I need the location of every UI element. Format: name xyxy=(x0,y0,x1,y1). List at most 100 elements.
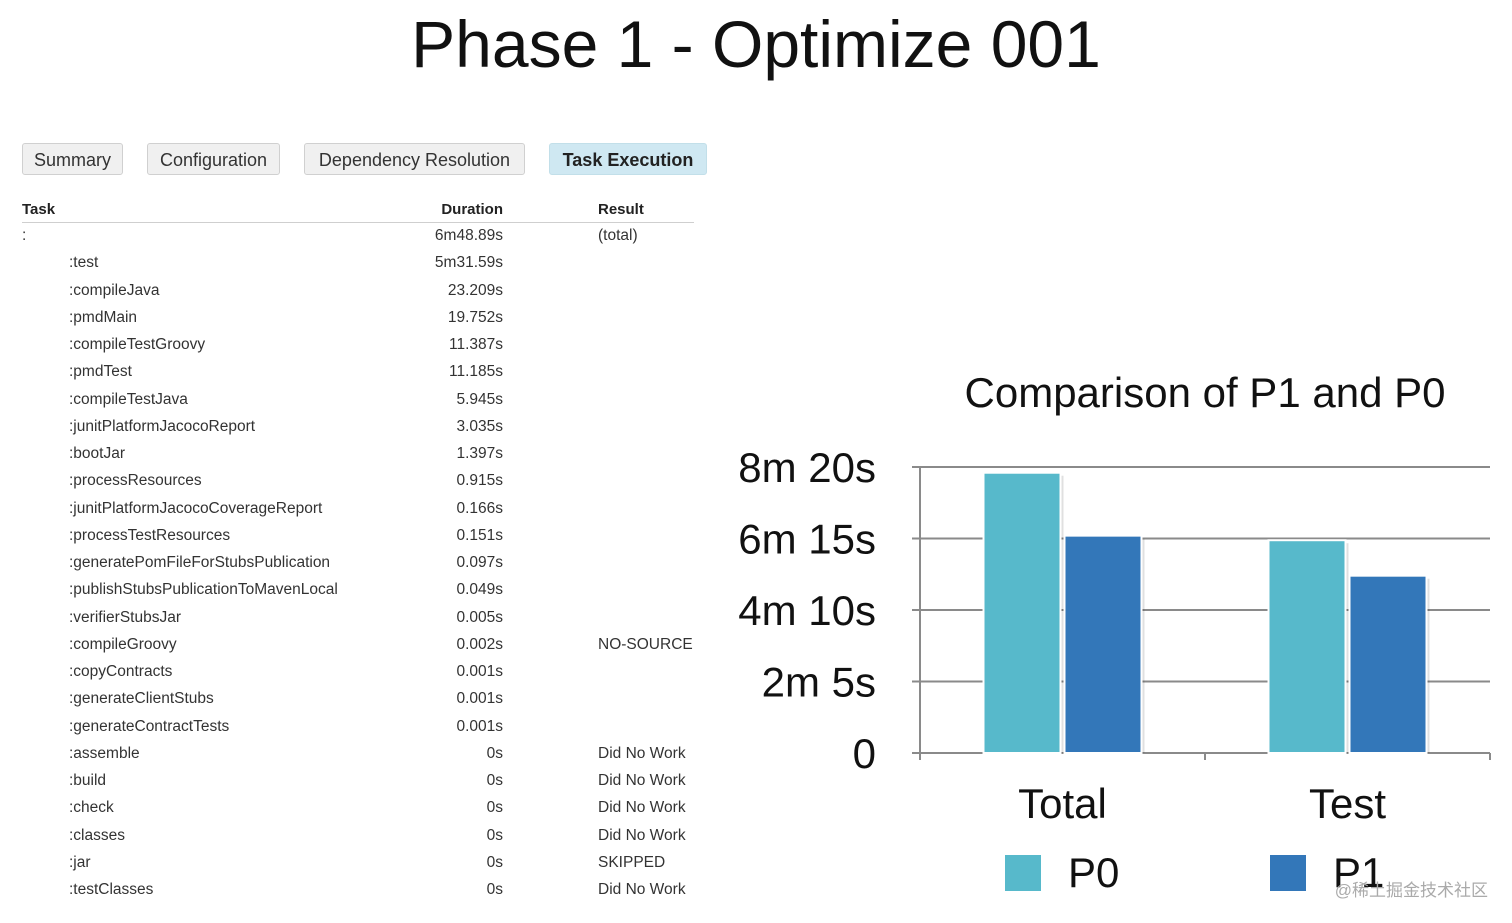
table-row: :testClasses 0s Did No Work xyxy=(22,877,694,904)
task-duration: 0.151s xyxy=(456,526,503,544)
task-duration: 0s xyxy=(486,881,503,898)
task-duration: 1.397s xyxy=(456,445,503,462)
table-header: Task Duration Result xyxy=(22,196,694,223)
task-name: :pmdMain xyxy=(69,308,138,326)
task-duration: 11.387s xyxy=(448,336,503,353)
table-row: :generateContractTests 0.001s xyxy=(22,714,694,741)
task-name: :build xyxy=(69,772,107,789)
task-name: :check xyxy=(69,799,114,817)
task-result: SKIPPED xyxy=(598,853,666,871)
task-name: :generateClientStubs xyxy=(69,690,214,708)
table-row: :assemble 0s Did No Work xyxy=(22,741,694,768)
table-row: :compileGroovy 0.002s NO-SOURCE xyxy=(22,632,694,659)
task-name: :processTestResources xyxy=(69,526,231,544)
task-name: :verifierStubsJar xyxy=(69,608,181,626)
task-name: :generateContractTests xyxy=(69,717,230,735)
task-name: :copyContracts xyxy=(69,663,173,680)
comparison-bar-chart: 0 2m 5s 4m 10s 6m 15s 8m 20s Total Test xyxy=(738,444,1491,827)
tab-task-execution[interactable]: Task Execution xyxy=(549,143,707,175)
legend-label-p0: P0 xyxy=(1068,849,1120,896)
table-row: :compileTestJava 5.945s xyxy=(22,387,694,414)
tab-dependency-resolution[interactable]: Dependency Resolution xyxy=(304,143,525,175)
y-tick-label: 4m 10s xyxy=(738,587,876,634)
table-row: :pmdMain 19.752s xyxy=(22,305,694,332)
task-name: :bootJar xyxy=(69,445,126,462)
bar-p0-test xyxy=(1267,539,1347,754)
task-name: :compileTestGroovy xyxy=(69,336,206,353)
task-duration: 0.915s xyxy=(456,472,503,490)
task-duration: 0s xyxy=(486,826,503,844)
duration-column-header: Duration xyxy=(441,201,503,218)
task-name: :pmdTest xyxy=(69,363,132,381)
task-name: :compileJava xyxy=(69,281,160,299)
task-duration: 23.209s xyxy=(447,281,503,299)
task-column-header: Task xyxy=(22,201,56,218)
x-category-label: Total xyxy=(1018,780,1107,827)
task-duration: 0.001s xyxy=(456,690,503,708)
task-result: NO-SOURCE xyxy=(598,635,693,653)
y-tick-label: 8m 20s xyxy=(738,444,876,491)
table-row: :classes 0s Did No Work xyxy=(22,823,694,850)
tab-configuration[interactable]: Configuration xyxy=(147,143,280,175)
task-name: :generatePomFileForStubsPublication xyxy=(69,554,331,571)
task-result: Did No Work xyxy=(598,744,686,762)
task-duration: 0.002s xyxy=(456,635,503,653)
bar-p1-total xyxy=(1063,534,1143,754)
table-row: :generateClientStubs 0.001s xyxy=(22,686,694,713)
task-duration: 0.049s xyxy=(456,581,503,599)
table-row: :compileJava 23.209s xyxy=(22,278,694,305)
y-tick-label: 0 xyxy=(853,730,876,777)
task-duration: 0.005s xyxy=(456,608,503,626)
table-row: :junitPlatformJacocoCoverageReport 0.166s xyxy=(22,496,694,523)
task-execution-table: Task Duration Result : 6m48.89s (total) :te… xyxy=(22,196,694,904)
task-result: Did No Work xyxy=(598,881,686,898)
table-row: :publishStubsPublicationToMavenLocal 0.04… xyxy=(22,577,694,604)
y-tick-label: 6m 15s xyxy=(738,516,876,563)
task-duration: 0.001s xyxy=(456,663,503,680)
table-row: : 6m48.89s (total) xyxy=(22,223,694,250)
task-name: :jar xyxy=(69,853,91,871)
task-duration: 0s xyxy=(486,772,503,789)
table-row: :processTestResources 0.151s xyxy=(22,523,694,550)
task-result: Did No Work xyxy=(598,772,686,789)
legend-label-p1: P1 xyxy=(1333,849,1385,896)
x-category-label: Test xyxy=(1309,780,1386,827)
task-name: :publishStubsPublicationToMavenLocal xyxy=(69,581,338,599)
task-duration: 11.185s xyxy=(448,363,503,381)
task-duration: 0s xyxy=(486,853,503,871)
y-tick-label: 2m 5s xyxy=(762,659,876,706)
table-row: :generatePomFileForStubsPublication 0.097… xyxy=(22,550,694,577)
table-row: :test 5m31.59s xyxy=(22,250,694,277)
legend-swatch-p0 xyxy=(1005,855,1041,891)
legend-swatch-p1 xyxy=(1270,855,1306,891)
task-result: (total) xyxy=(598,227,638,244)
task-name: :testClasses xyxy=(69,881,154,898)
task-name: :junitPlatformJacocoReport xyxy=(69,417,256,435)
table-row: :jar 0s SKIPPED xyxy=(22,850,694,877)
task-name: :compileTestJava xyxy=(69,390,188,408)
table-row: :copyContracts 0.001s xyxy=(22,659,694,686)
task-duration: 0s xyxy=(486,744,503,762)
table-row: :verifierStubsJar 0.005s xyxy=(22,605,694,632)
table-row: :bootJar 1.397s xyxy=(22,441,694,468)
bar-p1-test xyxy=(1348,574,1428,754)
bar-p0-total xyxy=(982,471,1062,754)
result-column-header: Result xyxy=(598,201,644,218)
task-duration: 19.752s xyxy=(447,308,503,326)
table-row: :build 0s Did No Work xyxy=(22,768,694,795)
task-duration: 5.945s xyxy=(456,390,503,408)
task-duration: 6m48.89s xyxy=(434,227,503,244)
table-row: :compileTestGroovy 11.387s xyxy=(22,332,694,359)
task-duration: 0.001s xyxy=(456,717,503,735)
table-row: :junitPlatformJacocoReport 3.035s xyxy=(22,414,694,441)
tab-summary[interactable]: Summary xyxy=(22,143,123,175)
task-result: Did No Work xyxy=(598,799,686,817)
task-name: :compileGroovy xyxy=(69,635,177,653)
task-duration: 0.166s xyxy=(456,499,503,517)
task-name: : xyxy=(22,227,27,244)
table-row: :pmdTest 11.185s xyxy=(22,359,694,386)
table-row: :processResources 0.915s xyxy=(22,468,694,495)
task-name: :classes xyxy=(69,826,125,844)
task-name: :junitPlatformJacocoCoverageReport xyxy=(69,499,323,517)
slide-title: Phase 1 - Optimize 001 xyxy=(411,7,1101,81)
